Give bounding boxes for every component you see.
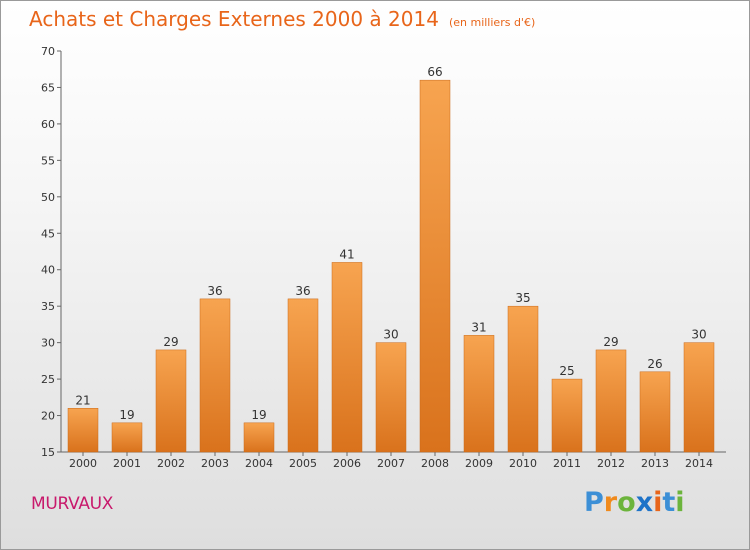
- logo-letter: i: [675, 487, 685, 518]
- y-tick-label: 35: [41, 300, 55, 313]
- bar-2005[interactable]: [287, 298, 319, 453]
- bar-2012[interactable]: [595, 349, 627, 453]
- data-label-2003: 36: [207, 284, 222, 298]
- bar-2010[interactable]: [507, 305, 539, 453]
- data-label-2013: 26: [647, 357, 662, 371]
- data-label-2002: 29: [163, 335, 178, 349]
- y-tick-label: 70: [41, 45, 55, 58]
- proxiti-logo[interactable]: Proxiti: [584, 487, 685, 518]
- bar-2002[interactable]: [155, 349, 187, 453]
- logo-letter: t: [662, 487, 676, 518]
- bar-2001[interactable]: [111, 422, 143, 453]
- logo-letter: i: [653, 487, 663, 518]
- logo-letter: x: [635, 487, 654, 518]
- data-label-2012: 29: [603, 335, 618, 349]
- y-tick-label: 65: [41, 81, 55, 94]
- y-tick-label: 20: [41, 410, 55, 423]
- x-tick-label: 2011: [553, 457, 581, 470]
- x-tick-label: 2006: [333, 457, 361, 470]
- data-label-2001: 19: [119, 408, 134, 422]
- x-tick-label: 2000: [69, 457, 97, 470]
- bar-series: [67, 79, 715, 453]
- bar-2011[interactable]: [551, 378, 583, 453]
- data-label-2014: 30: [691, 328, 706, 342]
- bar-2013[interactable]: [639, 371, 671, 453]
- data-label-2010: 35: [515, 291, 530, 305]
- data-label-2006: 41: [339, 247, 354, 261]
- x-tick-label: 2005: [289, 457, 317, 470]
- bar-2006[interactable]: [331, 262, 363, 453]
- logo-letter: o: [617, 487, 636, 518]
- y-tick-label: 45: [41, 227, 55, 240]
- y-tick-label: 40: [41, 264, 55, 277]
- bar-2000[interactable]: [67, 408, 99, 453]
- data-label-2008: 66: [427, 65, 442, 79]
- x-tick-label: 2014: [685, 457, 713, 470]
- y-tick-label: 15: [41, 446, 55, 459]
- chart-subtitle: (en milliers d'€): [448, 16, 536, 29]
- data-label-2004: 19: [251, 408, 266, 422]
- bar-2003[interactable]: [199, 298, 231, 453]
- y-tick-label: 25: [41, 373, 55, 386]
- y-tick-label: 60: [41, 118, 55, 131]
- data-label-2011: 25: [559, 364, 574, 378]
- data-label-2000: 21: [75, 393, 90, 407]
- chart-title: Achats et Charges Externes 2000 à 2014: [29, 7, 439, 31]
- logo-letter: P: [584, 487, 604, 518]
- x-axis: 2000 2001 2002 2003 2004 2005 2006 2007 2008 2009…: [61, 451, 726, 470]
- x-tick-label: 2001: [113, 457, 141, 470]
- y-tick-label: 55: [41, 154, 55, 167]
- chart-title-area: Achats et Charges Externes 2000 à 2014 (e…: [29, 7, 535, 31]
- x-tick-label: 2009: [465, 457, 493, 470]
- data-label-2009: 31: [471, 320, 486, 334]
- x-tick-label: 2003: [201, 457, 229, 470]
- bar-2007[interactable]: [375, 342, 407, 453]
- logo-letter: r: [603, 487, 618, 518]
- x-tick-label: 2008: [421, 457, 449, 470]
- y-tick-label: 30: [41, 337, 55, 350]
- place-name: MURVAUX: [31, 494, 114, 514]
- x-tick-label: 2010: [509, 457, 537, 470]
- x-tick-label: 2002: [157, 457, 185, 470]
- y-tick-label: 50: [41, 191, 55, 204]
- data-label-2005: 36: [295, 284, 310, 298]
- data-label-2007: 30: [383, 328, 398, 342]
- data-labels: 21 19 29 36 19 36 41 30 66 31 35 25 29 26 30: [75, 65, 706, 422]
- bar-2014[interactable]: [683, 342, 715, 453]
- x-tick-label: 2012: [597, 457, 625, 470]
- bar-2004[interactable]: [243, 422, 275, 453]
- y-axis: 15 20 25 30 35 40 45 50 55 60 65 70: [41, 45, 62, 459]
- x-tick-label: 2007: [377, 457, 405, 470]
- x-tick-label: 2004: [245, 457, 273, 470]
- bar-2008[interactable]: [419, 79, 451, 453]
- x-tick-label: 2013: [641, 457, 669, 470]
- bar-2009[interactable]: [463, 335, 495, 453]
